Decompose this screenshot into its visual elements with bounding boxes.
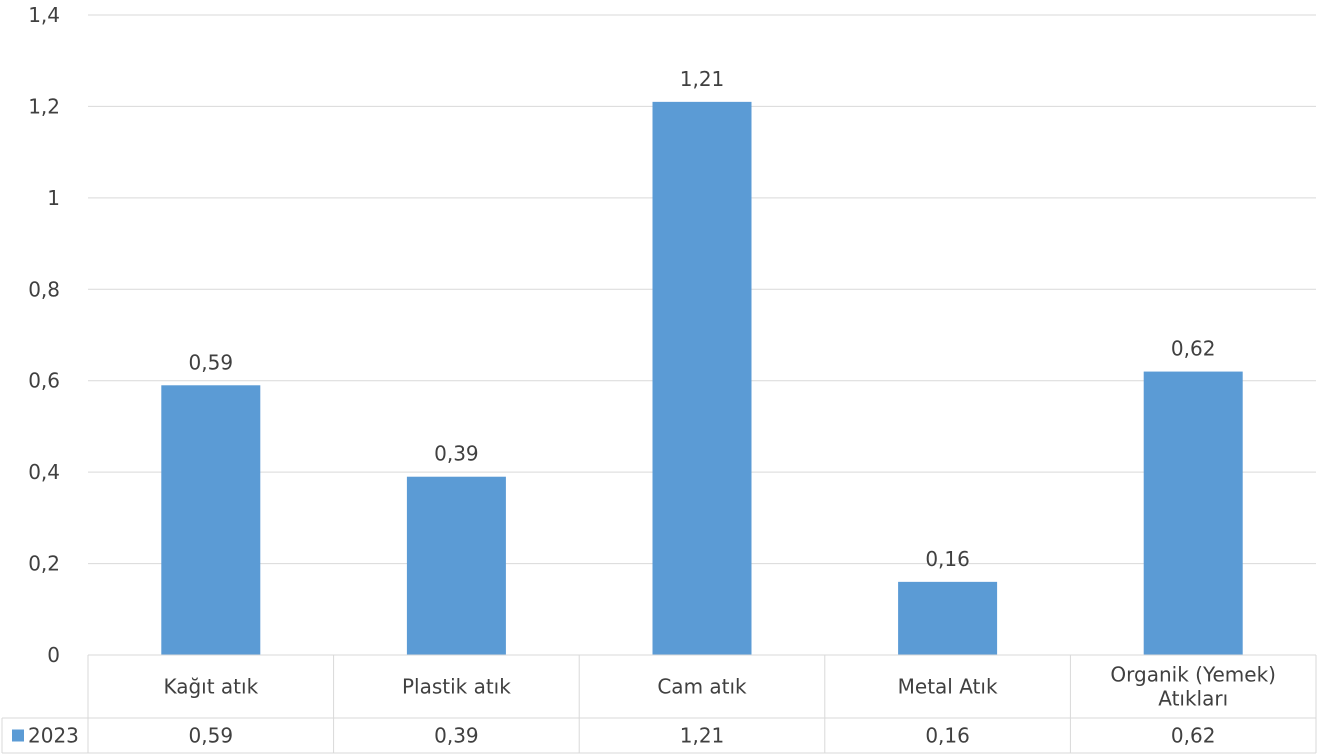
y-tick-label: 0,2 [28,552,60,576]
bars [161,101,1243,656]
y-axis-ticks: 0 0,2 0,4 0,6 0,8 1 1,2 1,4 [28,3,60,667]
bar [898,581,998,655]
table-value-cell: 1,21 [680,724,725,748]
y-tick-label: 0 [47,643,60,667]
y-tick-label: 0,4 [28,460,60,484]
table-value-cell: 0,62 [1171,724,1216,748]
category-label: Plastik atık [402,675,511,699]
table-value-cell: 0,16 [925,724,970,748]
bar [406,476,506,655]
category-label: Cam atık [657,675,747,699]
data-label: 1,21 [680,67,725,91]
category-label: Metal Atık [898,675,998,699]
legend-swatch [12,729,24,742]
y-tick-label: 0,8 [28,277,60,301]
table-value-cell: 0,39 [434,724,479,748]
y-tick-label: 1,4 [28,3,60,27]
y-tick-label: 0,6 [28,369,60,393]
data-label: 0,59 [189,350,234,374]
legend-series-name: 2023 [28,724,79,748]
y-tick-label: 1,2 [28,94,60,118]
category-label: Kağıt atık [163,675,258,699]
bar [652,101,752,656]
category-label: Organik (Yemek) Atıkları [1110,663,1276,711]
y-tick-label: 1 [47,186,60,210]
data-label: 0,39 [434,442,479,466]
bar [161,385,261,655]
data-label: 0,16 [925,547,970,571]
data-table: Kağıt atık 0,59 Plastik atık 0,39 Cam atık 1,… [1,654,1317,754]
data-label: 0,62 [1171,337,1216,361]
table-value-cell: 0,59 [189,724,234,748]
bar [1143,371,1243,655]
data-labels: 0,59 0,39 1,21 0,16 0,62 [189,67,1216,571]
